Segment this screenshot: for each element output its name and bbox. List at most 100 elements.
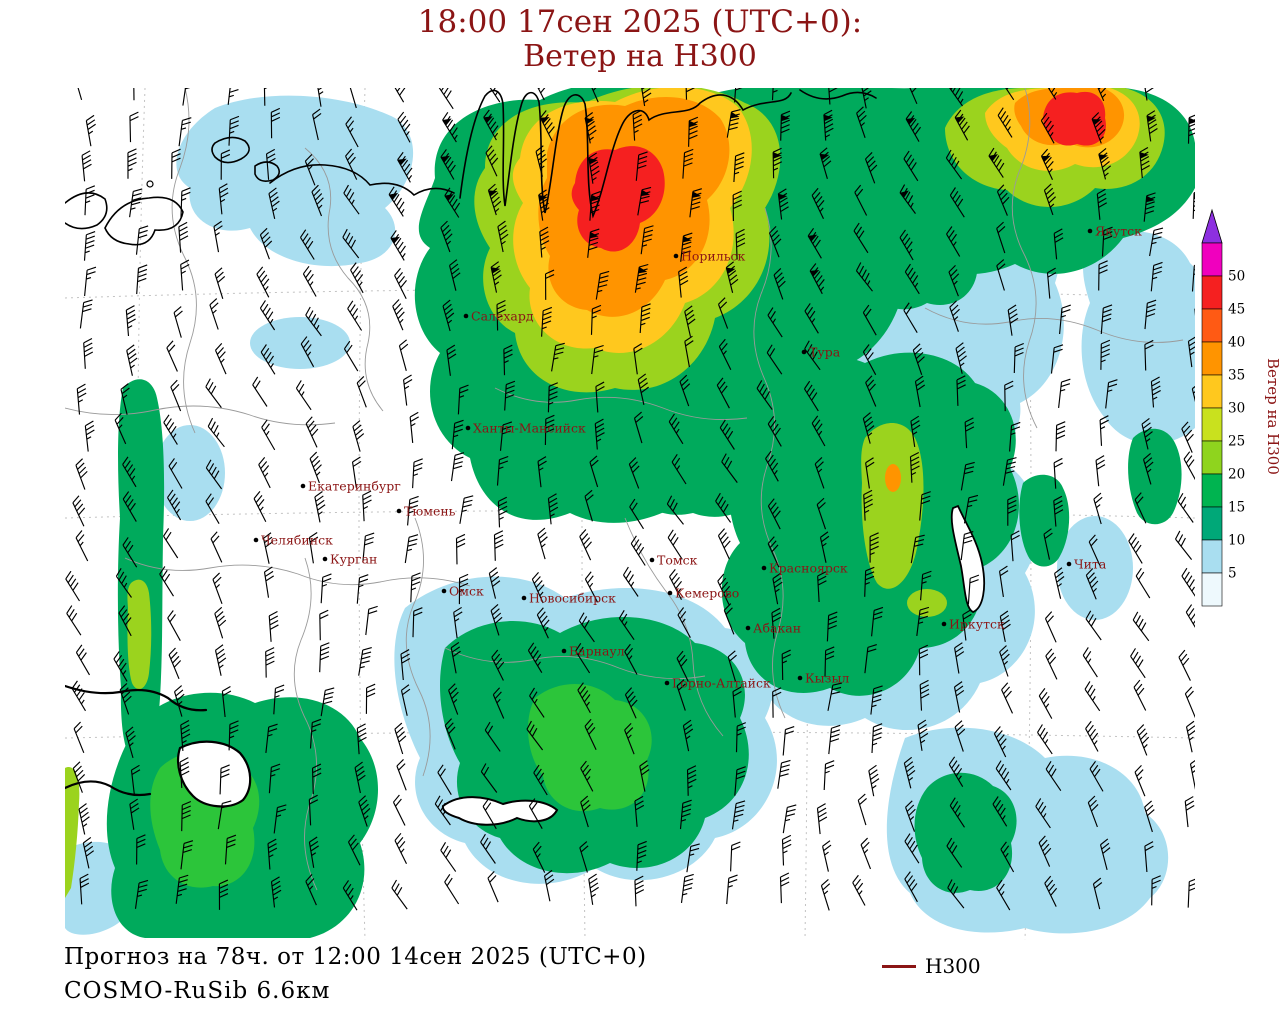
wind-barb — [1095, 455, 1106, 487]
wind-barb — [967, 574, 980, 605]
wind-barb — [440, 220, 453, 253]
wind-barb — [130, 764, 141, 796]
wind-barb — [816, 803, 828, 835]
wind-barb — [1085, 610, 1102, 641]
wind-barb — [811, 187, 825, 220]
wind-barb — [590, 304, 602, 335]
wind-barb — [397, 151, 413, 183]
wind-barb — [167, 489, 182, 521]
wind-barb — [945, 149, 963, 180]
wind-barb — [577, 682, 591, 714]
wind-barb — [726, 874, 738, 905]
wind-barb — [816, 497, 827, 530]
wind-barb — [1185, 604, 1195, 635]
colorbar-band — [1201, 308, 1223, 343]
wind-barb — [496, 299, 506, 331]
wind-barb — [1139, 147, 1150, 179]
wind-barb — [903, 302, 918, 333]
wind-barb — [214, 644, 227, 676]
wind-barb — [820, 878, 831, 911]
wind-barb — [954, 720, 966, 752]
wind-barb — [129, 188, 143, 218]
wind-barb — [580, 795, 591, 828]
colorbar-band — [1201, 374, 1223, 409]
wind-barb — [730, 841, 741, 872]
wind-barb — [314, 491, 326, 523]
wind-barb — [731, 800, 746, 830]
wind-barb — [444, 187, 461, 218]
wind-barb — [914, 375, 926, 408]
wind-barb — [1004, 380, 1014, 412]
wind-barb — [345, 116, 359, 148]
wind-barb — [457, 384, 469, 415]
title-datetime: 18:00 17сен 2025 (UTC+0): — [417, 4, 863, 40]
wind-barb — [442, 299, 455, 332]
wind-barb — [227, 88, 241, 105]
wind-barb — [388, 186, 405, 217]
wind-barb — [119, 683, 132, 715]
wind-barb — [214, 267, 226, 299]
wind-barb — [319, 642, 330, 673]
wind-barb — [1151, 875, 1161, 906]
city-label: Абакан — [753, 621, 801, 636]
colorbar-tick-label: 35 — [1228, 368, 1245, 384]
wind-barb — [679, 799, 692, 830]
wind-barb — [300, 336, 315, 368]
h300-legend: H300 — [882, 954, 981, 978]
wind-barb — [580, 760, 594, 792]
wind-barb — [356, 574, 369, 604]
wind-barb — [949, 300, 960, 332]
wind-barb — [920, 570, 932, 601]
wind-barb — [345, 148, 358, 180]
wind-barb — [409, 411, 419, 443]
wind-barb — [584, 489, 594, 522]
wind-barb — [733, 152, 745, 183]
wind-barb — [639, 303, 651, 334]
wind-barb — [817, 571, 827, 603]
wind-barb — [1013, 342, 1024, 374]
wind-barb — [676, 679, 686, 711]
wind-barb — [767, 536, 780, 568]
wind-barb — [682, 148, 694, 179]
lake-balkhash — [441, 796, 559, 826]
wind-barb — [634, 795, 645, 827]
wind-barb — [1082, 647, 1098, 678]
wind-barb — [905, 800, 916, 832]
wind-barb — [72, 495, 86, 527]
wind-barb — [819, 147, 832, 179]
wind-barb — [777, 759, 791, 789]
wind-barb — [680, 232, 693, 262]
wind-barb — [273, 684, 285, 715]
wind-barb — [1187, 877, 1195, 908]
wind-barb — [717, 573, 731, 605]
wind-barb — [904, 263, 920, 295]
colorbar-band — [1201, 407, 1223, 442]
wind-barb — [1053, 457, 1063, 489]
wind-barb — [440, 842, 457, 872]
wind-barb — [263, 88, 274, 106]
wind-barb — [949, 797, 965, 828]
wind-barb — [302, 265, 317, 297]
wind-barb — [1105, 379, 1118, 409]
wind-barb — [624, 643, 638, 675]
wind-barb — [666, 495, 684, 525]
wind-barb — [963, 494, 979, 524]
wind-barb — [450, 641, 461, 674]
wind-barb — [84, 185, 96, 216]
wind-barb — [719, 419, 735, 450]
wind-barb — [451, 419, 464, 450]
wind-barb — [634, 875, 645, 907]
wind-barb — [163, 414, 178, 445]
wind-barb — [862, 412, 875, 444]
wind-barb — [640, 225, 654, 255]
wind-barb — [767, 307, 783, 338]
city-marker — [465, 425, 471, 431]
colorbar-band — [1201, 473, 1223, 508]
wind-barb — [1149, 227, 1164, 257]
city-marker — [300, 483, 306, 489]
wind-barb — [1144, 339, 1154, 371]
admin-borders-layer — [65, 88, 1184, 891]
wind-barb — [870, 685, 883, 715]
wind-barb — [954, 642, 965, 674]
